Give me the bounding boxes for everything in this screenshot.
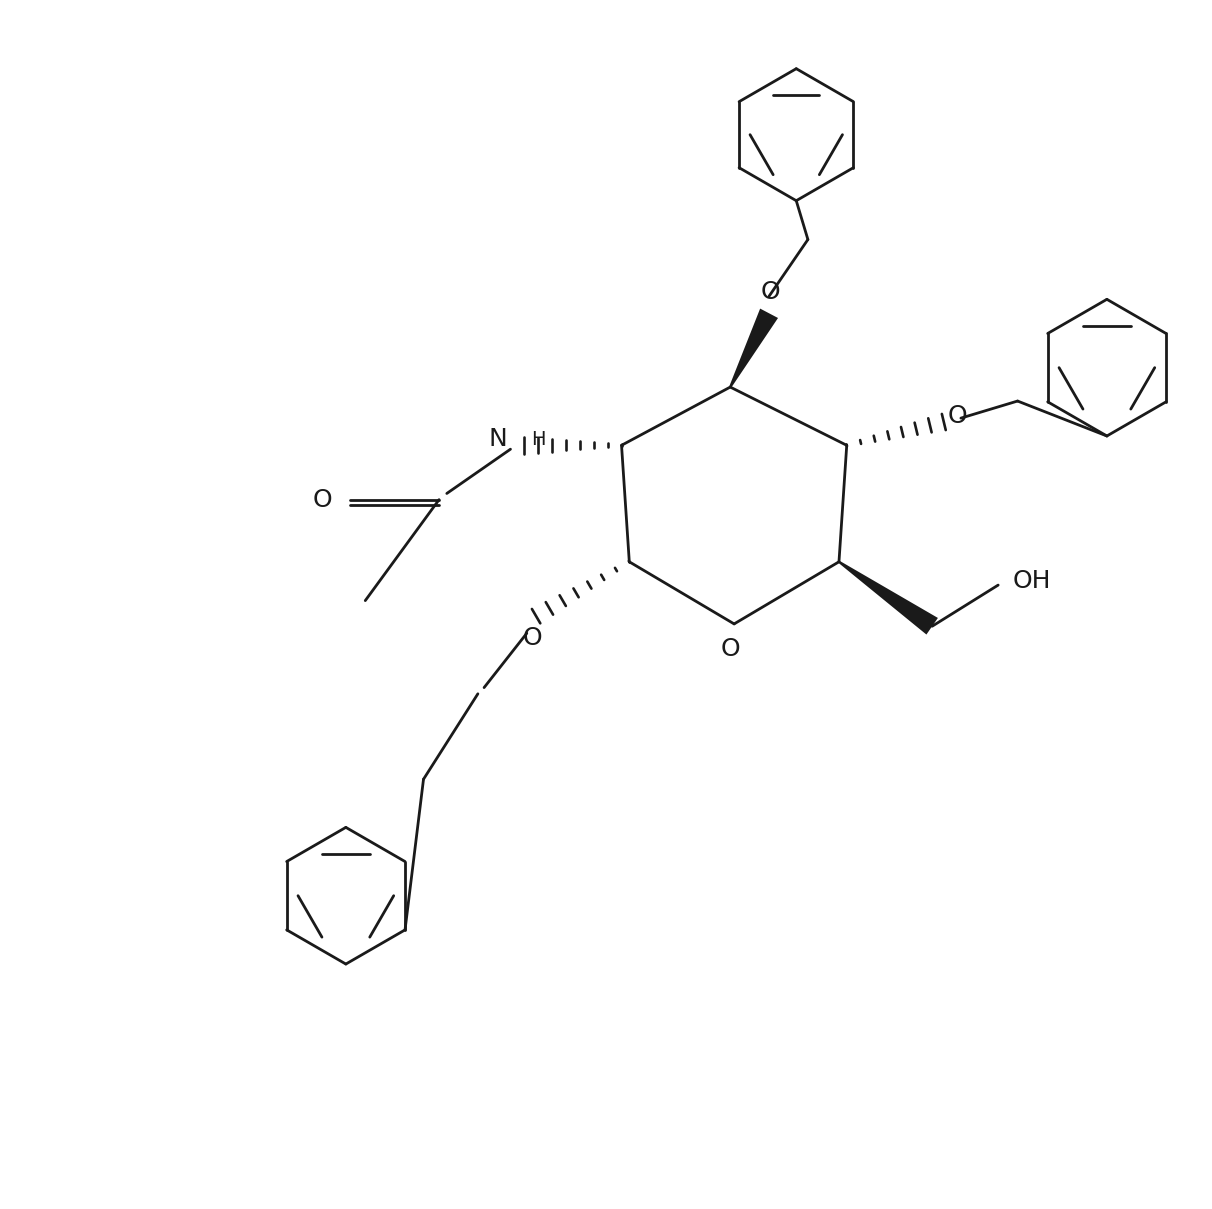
- Text: O: O: [761, 279, 781, 303]
- Text: OH: OH: [1012, 569, 1051, 594]
- Text: O: O: [948, 404, 967, 428]
- Polygon shape: [730, 308, 778, 388]
- Text: H: H: [531, 429, 545, 449]
- Polygon shape: [839, 561, 938, 635]
- Text: O: O: [313, 487, 332, 511]
- Text: N: N: [488, 427, 508, 451]
- Text: O: O: [522, 626, 542, 650]
- Text: O: O: [720, 637, 741, 661]
